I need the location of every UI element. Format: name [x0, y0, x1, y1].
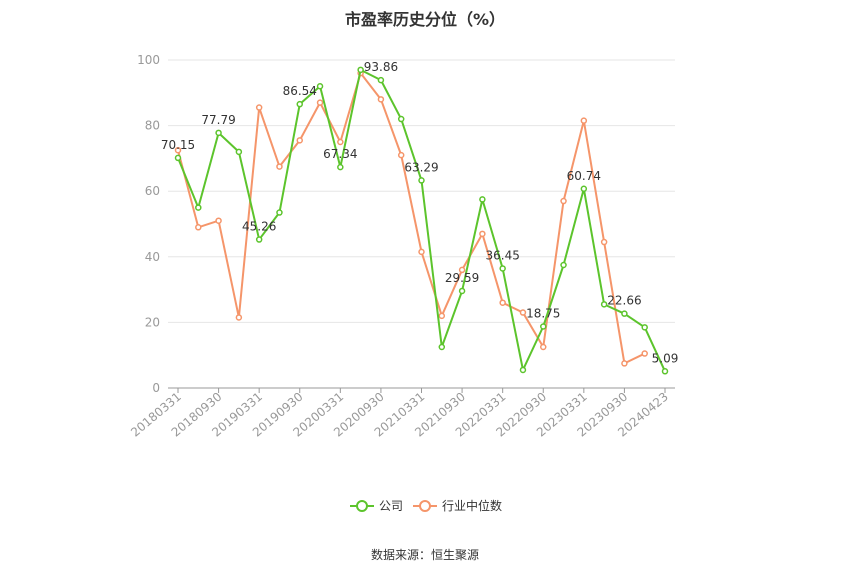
data-point	[600, 238, 608, 246]
data-point	[661, 368, 669, 375]
data-label: 60.74	[567, 169, 601, 183]
data-point	[377, 76, 385, 84]
data-point	[296, 137, 303, 144]
legend: 公司 行业中位数	[350, 498, 502, 513]
data-point	[641, 350, 648, 357]
data-point	[519, 309, 527, 316]
data-point	[560, 261, 567, 269]
data-label: 45.26	[242, 220, 276, 234]
data-point	[377, 96, 385, 103]
data-point	[397, 115, 405, 123]
data-point	[438, 312, 446, 320]
grid-lines	[168, 59, 675, 323]
data-point	[418, 177, 425, 184]
data-point	[337, 163, 344, 171]
legend-swatch-marker	[356, 500, 368, 512]
data-label: 22.66	[607, 294, 641, 308]
y-tick-label: 100	[137, 53, 160, 67]
data-point	[519, 366, 527, 374]
data-point	[418, 248, 425, 256]
data-point	[357, 66, 364, 74]
chart-title: 市盈率历史分位（%）	[344, 10, 506, 29]
legend-label: 行业中位数	[442, 498, 502, 513]
series-line-1	[177, 72, 646, 365]
data-point	[235, 148, 243, 156]
data-label: 67.34	[323, 147, 357, 161]
data-point	[560, 197, 567, 205]
data-label: 29.59	[445, 271, 479, 285]
series-lines	[174, 66, 669, 375]
data-point	[499, 265, 506, 272]
data-point	[479, 230, 486, 238]
data-point	[397, 151, 405, 159]
y-tick-label: 80	[145, 119, 160, 133]
data-point	[235, 314, 243, 321]
data-point	[316, 99, 324, 106]
data-labels: 70.15 77.79 45.26 86.54 67.34 93.86 63.29 29.59…	[161, 60, 679, 365]
data-point	[621, 310, 628, 317]
data-point	[479, 196, 486, 203]
data-point	[174, 154, 182, 162]
data-point	[255, 236, 263, 243]
data-label: 36.45	[485, 248, 519, 262]
data-point	[540, 323, 547, 330]
data-point	[438, 343, 446, 351]
y-tick-label: 60	[145, 184, 160, 198]
data-label: 86.54	[283, 84, 317, 98]
legend-swatch-marker	[419, 500, 431, 512]
data-point	[580, 117, 588, 124]
data-point	[641, 324, 648, 331]
data-point	[540, 343, 547, 351]
data-point	[215, 129, 222, 137]
data-label: 70.15	[161, 138, 195, 152]
data-source: 数据来源：恒生聚源	[370, 548, 479, 562]
y-tick-label: 0	[152, 381, 160, 395]
data-label: 18.75	[526, 307, 560, 321]
data-point	[580, 185, 588, 193]
data-label: 77.79	[201, 113, 235, 127]
data-point	[458, 266, 466, 274]
data-point	[215, 217, 222, 224]
data-point	[458, 287, 466, 295]
y-tick-label: 40	[145, 250, 160, 264]
data-point	[174, 146, 182, 154]
data-point	[499, 299, 506, 306]
data-point	[255, 104, 263, 111]
data-point	[195, 204, 202, 211]
data-point	[276, 209, 283, 216]
data-point	[316, 82, 324, 90]
legend-label: 公司	[379, 499, 403, 513]
data-point	[621, 360, 628, 367]
data-label: 5.09	[652, 351, 679, 365]
data-label: 93.86	[364, 60, 398, 74]
data-point	[296, 100, 303, 108]
data-point	[195, 224, 202, 231]
data-label: 63.29	[404, 160, 438, 174]
y-tick-label: 20	[145, 315, 160, 329]
data-point	[276, 163, 283, 170]
data-point	[337, 138, 344, 146]
data-point	[600, 301, 608, 308]
